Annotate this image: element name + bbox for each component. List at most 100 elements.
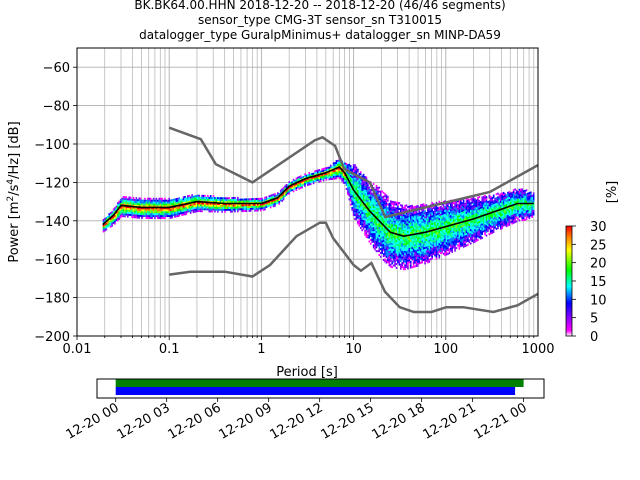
density-cell [372,240,375,243]
density-cell [397,201,399,204]
density-cell [347,181,349,184]
density-cell [247,200,249,203]
density-cell [369,231,372,234]
density-cell [172,214,175,217]
density-cell [274,200,276,203]
density-cell [429,246,432,249]
density-cell [324,169,326,172]
density-cell [332,166,335,169]
density-cell [215,199,218,202]
density-cell [485,221,488,224]
density-cell [418,241,421,244]
density-cell [218,199,221,202]
density-cell [387,197,389,200]
density-cell [399,265,402,268]
density-cell [492,204,495,207]
density-cell [154,199,156,202]
density-cell [509,194,512,197]
density-cell [528,193,531,196]
density-cell [428,253,431,256]
density-cell [475,214,478,217]
density-cell [419,215,422,218]
colorbar-tick-label: 25 [590,238,607,253]
density-cell [465,236,468,239]
density-cell [125,207,128,210]
density-cell [457,217,459,220]
density-cell [365,207,368,210]
density-cell [402,241,405,244]
density-cell [345,187,348,190]
density-cell [357,214,359,217]
density-cell [427,247,429,250]
density-cell [378,227,381,230]
density-cell [528,215,531,218]
density-cell [338,161,341,164]
density-cell [392,251,395,254]
density-cell [136,205,139,208]
density-cell [358,207,361,210]
density-cell [432,253,435,256]
density-cell [471,205,474,208]
density-cell [511,214,514,217]
density-cell [354,169,356,172]
density-cell [455,206,458,209]
density-cell [461,206,464,209]
density-cell [471,234,474,237]
density-cell [421,217,423,220]
density-cell [399,210,402,213]
density-cell [352,210,355,213]
density-cell [429,208,432,211]
density-cell [524,195,526,198]
density-cell [429,238,432,241]
density-cell [521,209,524,212]
density-cell [387,255,389,258]
density-cell [104,227,106,230]
density-cell [147,211,149,214]
density-cell [501,219,504,222]
density-cell [414,234,416,237]
density-cell [238,208,241,211]
density-cell [437,214,439,217]
density-cell [494,201,496,204]
density-cell [447,231,449,234]
density-cell [397,224,399,227]
density-cell [467,232,469,235]
density-cell [364,199,366,202]
density-cell [158,209,161,212]
density-cell [332,171,335,174]
density-cell [187,210,189,213]
density-cell [287,188,289,191]
density-cell [438,206,441,209]
density-cell [355,204,358,207]
density-cell [522,194,525,197]
density-cell [411,258,413,261]
density-cell [169,203,172,206]
density-cell [409,241,412,244]
density-cell [422,241,425,244]
density-cell [491,200,494,203]
density-cell [499,216,502,219]
density-cell [509,209,512,212]
density-cell [488,217,491,220]
density-cell [519,196,522,199]
density-cell [417,230,419,233]
density-cell [449,241,452,244]
density-cell [339,170,342,173]
density-cell [478,211,481,214]
density-cell [458,236,461,239]
density-cell [161,207,163,210]
density-cell [136,208,139,211]
density-cell [271,196,273,199]
density-cell [428,222,431,225]
density-cell [108,213,111,216]
density-cell [491,220,494,223]
density-cell [512,194,515,197]
density-cell [299,183,302,186]
density-cell [151,207,153,210]
density-cell [511,218,514,221]
density-cell [452,209,455,212]
density-cell [359,171,362,174]
density-cell [475,203,478,206]
density-cell [531,198,534,201]
density-cell [118,202,121,205]
